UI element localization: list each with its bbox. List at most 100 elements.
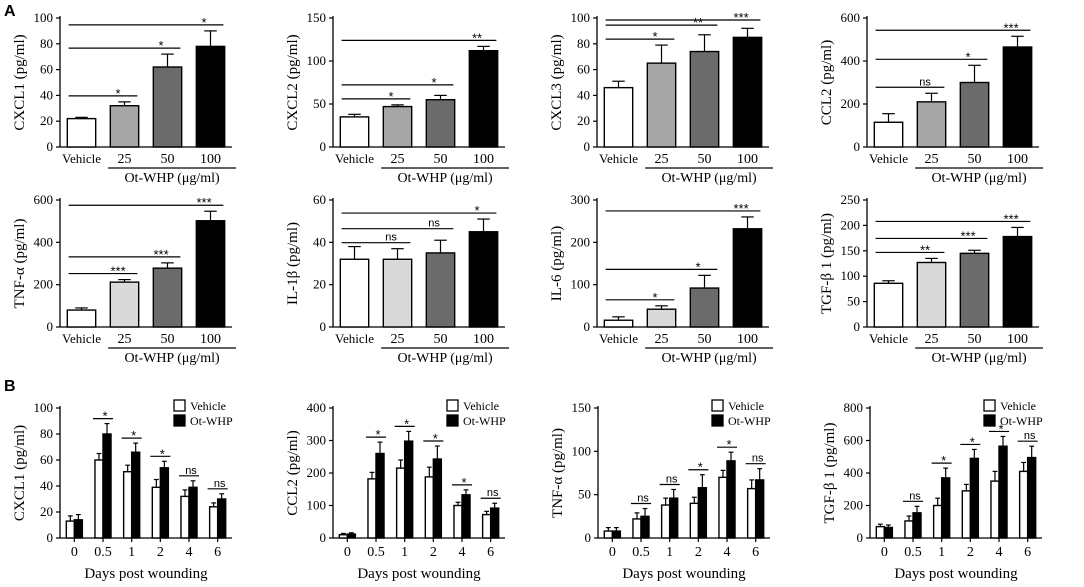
x-tick-label: 0: [609, 545, 616, 560]
y-axis-label: TNF-α (pg/ml): [550, 428, 566, 518]
y-tick-label: 0: [320, 139, 327, 154]
chart-4: 0 200 400 600 CCL2 (pg/ml) Vehicle 25 50 100 Ot-W…: [819, 10, 1043, 186]
x-tick-label: 25: [118, 332, 132, 347]
significance-label: **: [693, 15, 703, 30]
x-axis-label: Ot-WHP (μg/ml): [397, 351, 493, 366]
y-tick-label: 800: [844, 400, 864, 415]
bar: [425, 98, 456, 148]
bar: [689, 287, 720, 328]
x-tick-label: 0.5: [367, 545, 385, 560]
x-tick-label: 2: [967, 545, 974, 560]
y-tick-label: 40: [313, 234, 326, 249]
bar: [875, 525, 886, 539]
legend-swatch: [711, 414, 724, 427]
significance-label: *: [102, 409, 107, 424]
x-tick-label: 50: [161, 332, 175, 347]
x-tick-label: 50: [968, 332, 982, 347]
y-tick-label: 0: [854, 139, 861, 154]
y-tick-label: 50: [313, 96, 326, 111]
bar: [732, 228, 763, 328]
bar: [403, 440, 414, 539]
y-tick-label: 0: [47, 319, 54, 334]
significance-label: ns: [919, 76, 931, 88]
x-tick-label: 25: [925, 332, 939, 347]
x-tick-label: 50: [434, 332, 448, 347]
bar: [109, 105, 140, 148]
y-tick-label: 200: [571, 234, 591, 249]
bar: [395, 467, 406, 539]
x-axis-label: Ot-WHP (μg/ml): [661, 171, 757, 186]
bar: [912, 512, 922, 539]
y-axis-label: TGF-β 1 (pg/ml): [819, 213, 835, 314]
x-tick-label: 25: [391, 332, 405, 347]
y-tick-label: 100: [307, 53, 327, 68]
chart-3: 0 20 40 60 80 100 CXCL3 (pg/ml) Vehicle 25 50 100 O…: [549, 10, 773, 186]
y-axis-label: IL-6 (pg/ml): [549, 226, 565, 301]
bar: [432, 458, 443, 539]
y-tick-label: 100: [571, 277, 591, 292]
x-tick-label: 50: [698, 332, 712, 347]
x-tick-label: 0.5: [94, 545, 112, 560]
y-tick-label: 150: [307, 10, 327, 25]
bar: [1002, 46, 1033, 148]
significance-label: *: [970, 434, 975, 449]
bar: [873, 121, 904, 148]
significance-label: *: [375, 427, 380, 442]
bar: [122, 471, 133, 539]
significance-label: *: [998, 421, 1003, 436]
bar: [873, 282, 904, 328]
y-tick-label: 0: [47, 530, 54, 545]
bar: [468, 49, 499, 148]
bar: [1018, 470, 1029, 539]
y-tick-label: 80: [577, 36, 590, 51]
bar: [726, 460, 736, 539]
y-tick-label: 300: [307, 433, 327, 448]
y-tick-label: 20: [40, 504, 53, 519]
significance-label: *: [432, 75, 437, 90]
chart-1: 0 20 40 60 80 100 CXCL1 (pg/ml) Vehicle 25 50 100 O…: [12, 10, 236, 186]
bar: [697, 487, 708, 539]
y-tick-label: 0: [320, 530, 327, 545]
bar: [159, 467, 170, 539]
bar: [195, 45, 226, 148]
y-axis-label: TGF-β 1 (pg/ml): [822, 423, 838, 524]
bar: [468, 231, 499, 328]
x-axis-label: Days post wounding: [357, 566, 481, 582]
x-axis-label: Ot-WHP (μg/ml): [931, 351, 1027, 366]
x-tick-label: 2: [695, 545, 702, 560]
x-axis-label: Days post wounding: [622, 566, 746, 582]
bar: [102, 433, 112, 539]
y-tick-label: 0: [854, 319, 861, 334]
x-axis-label: Ot-WHP (μg/ml): [661, 351, 757, 366]
y-tick-label: 100: [34, 400, 54, 415]
bar: [883, 526, 894, 539]
y-tick-label: 50: [578, 487, 591, 502]
significance-label: *: [433, 431, 438, 446]
chart-6: 0 20 40 60 IL-1β (pg/ml) Vehicle 25 50 100 Ot-WHP…: [285, 192, 509, 366]
legend-swatch: [446, 399, 459, 412]
x-tick-label: 2: [430, 545, 437, 560]
chart-12: 0 200 400 600 800 TGF-β 1 (pg/ml) 0 0.5 ns 1 * 2 * 4 *…: [822, 399, 1043, 582]
y-tick-label: 0: [857, 530, 864, 545]
bar: [130, 451, 141, 539]
x-tick-label: Vehicle: [335, 331, 374, 346]
y-tick-label: 600: [34, 192, 54, 207]
y-tick-label: 80: [40, 426, 53, 441]
x-tick-label: 25: [391, 152, 405, 167]
x-tick-label: 100: [200, 332, 221, 347]
x-tick-label: 100: [737, 152, 758, 167]
significance-label: *: [966, 49, 971, 64]
x-tick-label: 100: [1007, 152, 1028, 167]
legend-label: Ot-WHP: [463, 414, 506, 428]
significance-label: ***: [110, 264, 125, 279]
bar: [109, 281, 140, 328]
y-tick-label: 600: [844, 433, 864, 448]
x-axis-label: Days post wounding: [84, 566, 208, 582]
bar: [754, 479, 765, 539]
bar: [375, 452, 385, 539]
bar: [990, 480, 1000, 539]
x-tick-label: 1: [128, 545, 135, 560]
significance-label: ns: [185, 465, 197, 477]
